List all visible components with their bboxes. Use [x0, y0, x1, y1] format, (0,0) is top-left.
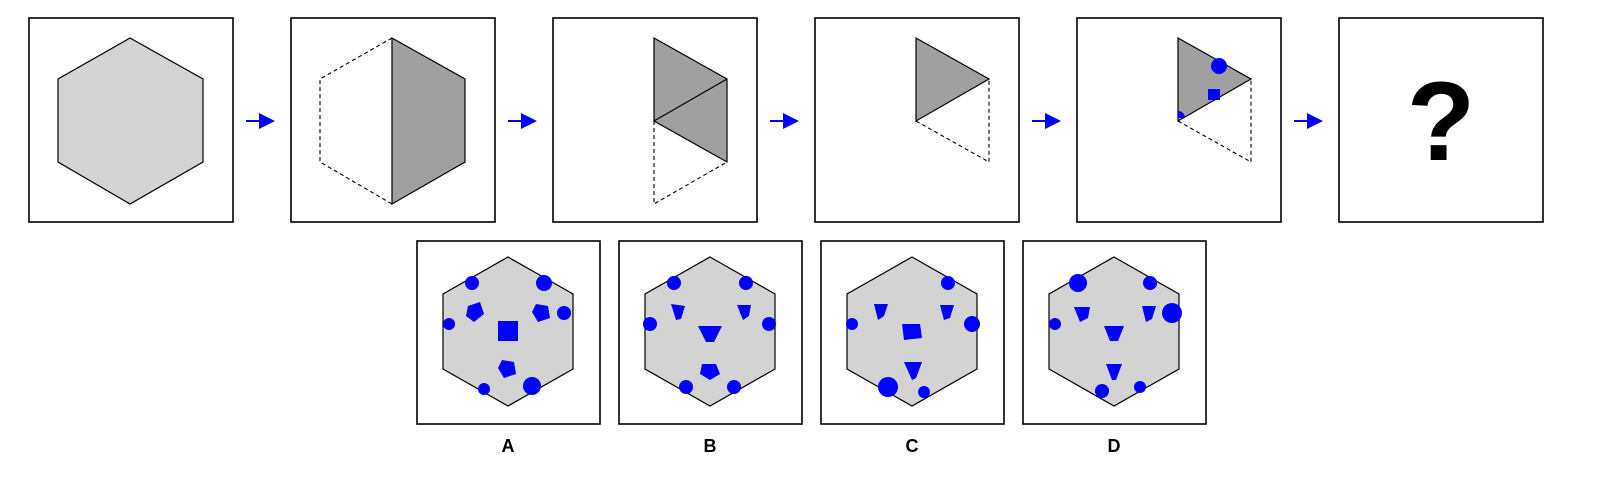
option-c[interactable]: C: [820, 240, 1005, 456]
step-panel-3: [552, 17, 758, 223]
full-hexagon-shape: [57, 37, 204, 205]
option-a-label: A: [502, 436, 515, 456]
step-panel-1: [28, 17, 234, 223]
punched-square: [1208, 89, 1220, 100]
option-c-holes: [846, 276, 980, 398]
option-b-holes: [643, 276, 776, 394]
option-d-label: D: [1108, 436, 1121, 456]
option-c-label: C: [906, 436, 919, 456]
step-panel-5: [1076, 17, 1282, 223]
punched-circle: [1211, 58, 1227, 74]
folded-sixth-shape: [915, 36, 991, 123]
folded-half-shape: [391, 36, 466, 206]
punched-edge-notch: [1178, 111, 1185, 118]
option-b-label: B: [704, 436, 717, 456]
step-panel-6: ?: [1338, 17, 1544, 223]
option-a-holes: [443, 275, 571, 395]
step-panel-2: [290, 17, 496, 223]
option-d[interactable]: D: [1022, 240, 1207, 456]
step-panel-4: [814, 17, 1020, 223]
option-d-holes: [1049, 274, 1182, 398]
option-a[interactable]: A: [416, 240, 601, 456]
option-b[interactable]: B: [618, 240, 803, 456]
question-mark: ?: [1407, 59, 1475, 184]
